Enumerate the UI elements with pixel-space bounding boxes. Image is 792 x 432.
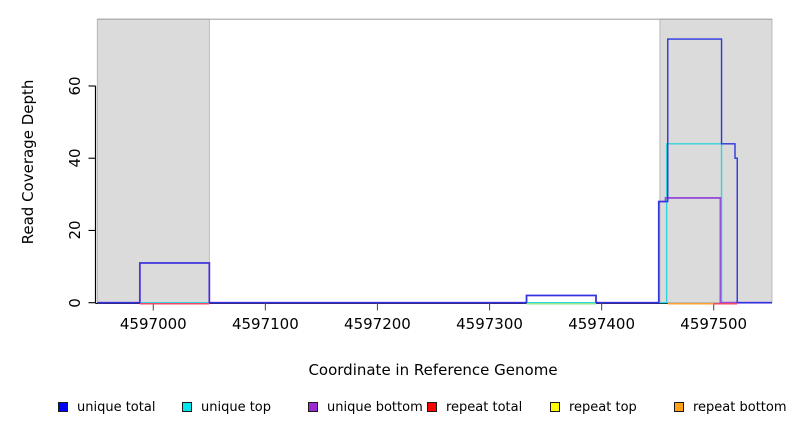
x-tick-label: 4597400 — [568, 315, 636, 333]
legend-swatch-icon — [182, 402, 192, 412]
legend-swatch-icon — [308, 402, 318, 412]
y-tick-label: 60 — [66, 76, 84, 96]
x-tick-label: 4597100 — [231, 315, 299, 333]
legend-item-repeat-total: repeat total — [427, 394, 522, 420]
legend-label: unique top — [201, 399, 272, 415]
y-tick-label: 40 — [66, 148, 84, 168]
repeat-region-right — [659, 18, 773, 304]
y-tick-label: 20 — [66, 220, 84, 240]
legend-item-unique-bottom: unique bottom — [308, 394, 423, 420]
legend-swatch-icon — [427, 402, 437, 412]
x-tick-label: 4597500 — [680, 315, 748, 333]
y-axis-title: Read Coverage Depth — [19, 79, 37, 245]
legend-label: repeat total — [446, 399, 523, 415]
legend-label: unique total — [77, 399, 156, 415]
legend-label: repeat bottom — [693, 399, 787, 415]
y-tick-label: 0 — [66, 297, 84, 308]
x-tick-label: 4597200 — [344, 315, 411, 333]
legend-item-repeat-top: repeat top — [550, 394, 637, 420]
legend-label: unique bottom — [327, 399, 423, 415]
x-axis-title: Coordinate in Reference Genome — [308, 361, 558, 379]
legend-item-unique-top: unique top — [182, 394, 271, 420]
x-tick-label: 4597000 — [119, 315, 187, 333]
legend-label: repeat top — [569, 399, 637, 415]
legend-swatch-icon — [674, 402, 684, 412]
legend-swatch-icon — [58, 402, 68, 412]
legend-swatch-icon — [550, 402, 560, 412]
legend: unique total unique top unique bottom repea… — [0, 394, 792, 420]
x-tick-label: 4597300 — [456, 315, 523, 333]
repeat-region-left — [96, 18, 210, 304]
legend-item-unique-total: unique total — [58, 394, 155, 420]
series-unique-total — [97, 38, 772, 304]
legend-item-repeat-bottom: repeat bottom — [674, 394, 787, 420]
